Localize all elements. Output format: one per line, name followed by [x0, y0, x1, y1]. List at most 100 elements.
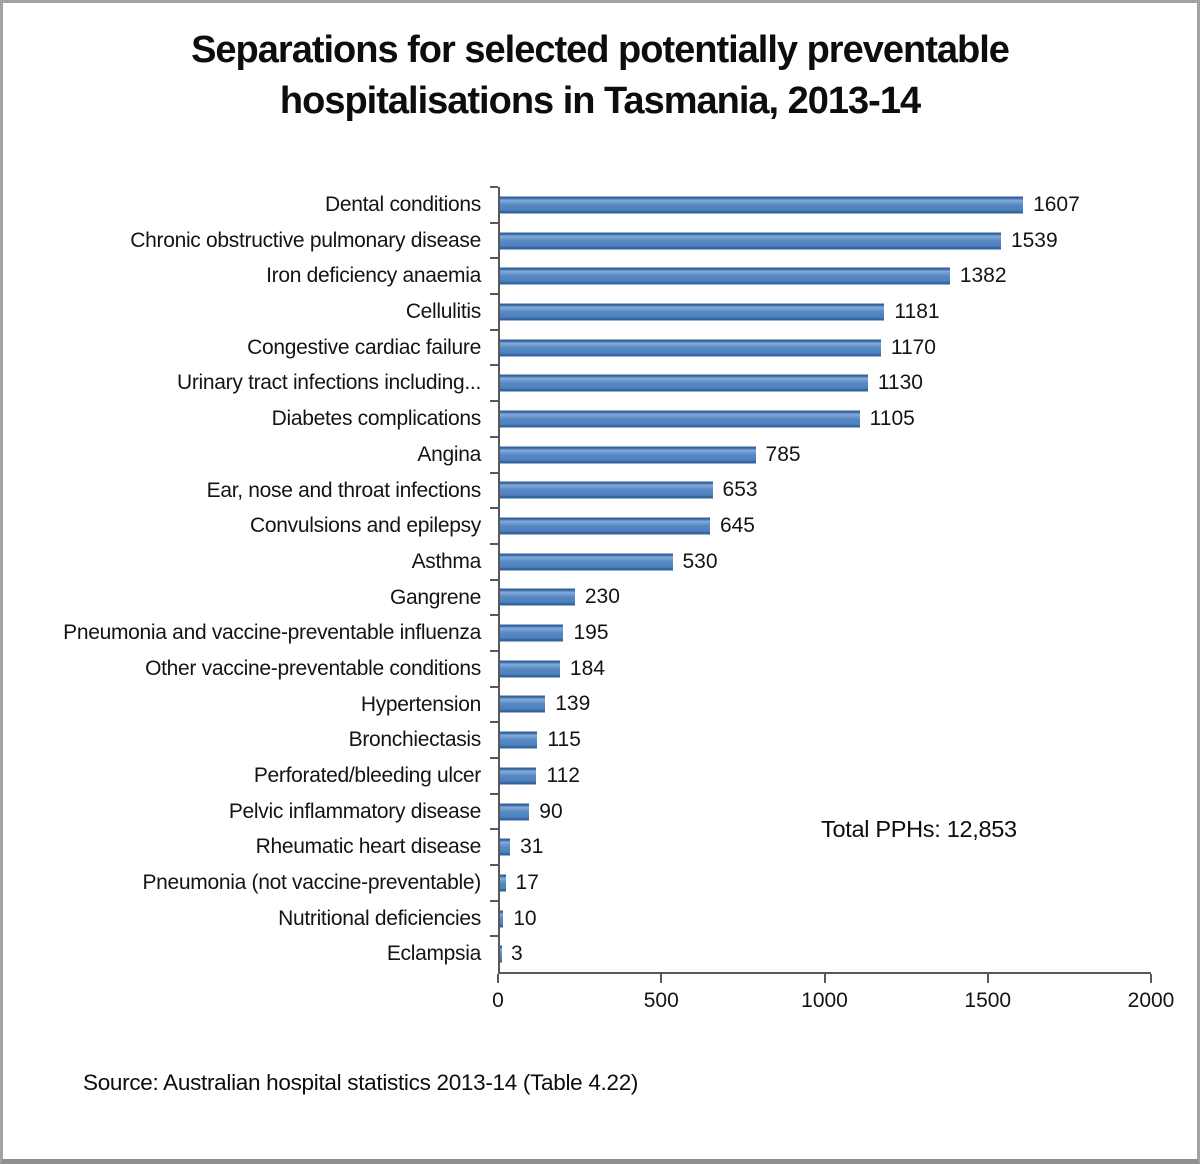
- bar: [500, 481, 713, 499]
- bar: [500, 803, 530, 821]
- bar: [500, 731, 538, 749]
- bar-row: Pneumonia and vaccine-preventable influe…: [3, 614, 1197, 651]
- bar-row: Other vaccine-preventable conditions 184: [3, 649, 1197, 687]
- value-label: 3: [510, 942, 523, 966]
- total-annotation: Total PPHs: 12,853: [821, 816, 1017, 842]
- bar-row: Gangrene 230: [3, 578, 1197, 616]
- bar-row: Asthma 530: [3, 542, 1197, 580]
- bar: [500, 374, 868, 392]
- category-label: Eclampsia: [386, 942, 481, 966]
- bar-track: 1170: [490, 328, 1151, 366]
- x-axis-tick-label: 2000: [1127, 989, 1175, 1013]
- bar-track: 653: [490, 471, 1151, 509]
- bar-track: 10: [490, 899, 1151, 937]
- value-label: 230: [584, 585, 620, 609]
- bar-row: Convulsions and epilepsy 645: [3, 507, 1197, 544]
- value-label: 645: [719, 514, 755, 538]
- bar-row: Chronic obstructive pulmonary disease 15…: [3, 221, 1197, 259]
- bar-row: Pneumonia (not vaccine-preventable) 17: [3, 864, 1197, 901]
- value-label: 115: [547, 728, 581, 752]
- bar-track: 115: [490, 721, 1151, 758]
- category-label: Asthma: [411, 549, 482, 573]
- category-label: Chronic obstructive pulmonary disease: [130, 228, 481, 252]
- bar: [500, 767, 537, 785]
- bar-track: 184: [490, 649, 1151, 687]
- bar-track: 3: [490, 935, 1151, 973]
- bar-track: 645: [490, 507, 1151, 544]
- bar-row: Perforated/bleeding ulcer 112: [3, 757, 1197, 794]
- bar: [500, 624, 564, 642]
- bar-track: 112: [490, 757, 1151, 794]
- category-label: Congestive cardiac failure: [247, 335, 481, 359]
- category-label: Bronchiectasis: [348, 728, 482, 752]
- category-label: Diabetes complications: [271, 407, 482, 431]
- bar-row: Hypertension 139: [3, 685, 1197, 723]
- bar: [500, 874, 506, 892]
- bar: [500, 945, 502, 963]
- category-label: Other vaccine-preventable conditions: [145, 656, 481, 680]
- bar-track: 1130: [490, 364, 1151, 402]
- bar: [500, 910, 504, 928]
- bar-rows: Dental conditions 1607 Chronic obstructi…: [3, 186, 1197, 973]
- bar-row: Diabetes complications 1105: [3, 400, 1197, 437]
- bar-row: Iron deficiency anaemia 1382: [3, 257, 1197, 295]
- bar-track: 785: [490, 435, 1151, 473]
- bar: [500, 196, 1024, 214]
- category-label: Urinary tract infections including...: [176, 371, 481, 395]
- bar-chart: Dental conditions 1607 Chronic obstructi…: [3, 186, 1197, 1016]
- value-label: 1607: [1033, 192, 1080, 216]
- x-axis-tick-label: 0: [492, 989, 504, 1013]
- bar-row: Ear, nose and throat infections 653: [3, 471, 1197, 509]
- category-label: Hypertension: [360, 692, 481, 716]
- category-label: Dental conditions: [325, 193, 481, 216]
- x-axis: 0 500 1000 1500 2000: [492, 972, 1174, 1016]
- bar-track: 1539: [490, 221, 1151, 259]
- bar-track: 17: [490, 864, 1151, 901]
- x-axis-tick-label: 500: [643, 989, 679, 1013]
- value-label: 1170: [890, 335, 936, 359]
- x-axis-tick-label: 1000: [801, 989, 848, 1013]
- bar-row: Urinary tract infections including... 11…: [3, 364, 1197, 402]
- category-label: Rheumatic heart disease: [255, 835, 482, 859]
- value-label: 17: [515, 870, 539, 894]
- bar-track: 139: [490, 685, 1151, 723]
- x-axis-tick: [1150, 974, 1152, 984]
- bar-track: 1607: [490, 186, 1151, 223]
- bar: [500, 410, 860, 428]
- category-label: Pneumonia (not vaccine-preventable): [142, 871, 481, 895]
- category-label: Angina: [417, 442, 481, 466]
- bar: [500, 267, 950, 285]
- value-label: 112: [546, 763, 580, 787]
- category-label: Cellulitis: [405, 300, 481, 324]
- bar: [500, 339, 881, 357]
- bar: [500, 517, 710, 535]
- chart-title-line1: Separations for selected potentially pre…: [191, 29, 1010, 71]
- bar: [500, 660, 560, 678]
- bar-track: 1382: [490, 257, 1151, 295]
- bar-track: 1181: [490, 293, 1151, 330]
- value-label: 90: [539, 799, 563, 823]
- bar-row: Cellulitis 1181: [3, 293, 1197, 330]
- bar-row: Angina 785: [3, 435, 1197, 473]
- chart-title: Separations for selected potentially pre…: [3, 25, 1197, 127]
- bar-track: 31: [490, 828, 1151, 866]
- bar-track: 1105: [490, 400, 1151, 437]
- bar: [500, 838, 511, 856]
- bar-row: Rheumatic heart disease 31: [3, 828, 1197, 866]
- value-label: 530: [682, 549, 718, 573]
- category-label: Iron deficiency anaemia: [266, 264, 481, 288]
- value-label: 653: [722, 478, 758, 502]
- category-label: Convulsions and epilepsy: [250, 514, 481, 538]
- bar: [500, 303, 885, 321]
- bar: [500, 695, 546, 713]
- bar-row: Nutritional deficiencies 10: [3, 899, 1197, 937]
- value-label: 785: [765, 442, 801, 466]
- bar: [500, 232, 1001, 250]
- x-axis-tick: [986, 974, 989, 984]
- bar-track: 195: [490, 614, 1151, 651]
- category-label: Ear, nose and throat infections: [206, 478, 482, 502]
- bar-row: Bronchiectasis 115: [3, 721, 1197, 758]
- bar: [500, 553, 673, 571]
- value-label: 10: [513, 906, 537, 930]
- value-label: 1130: [877, 371, 923, 395]
